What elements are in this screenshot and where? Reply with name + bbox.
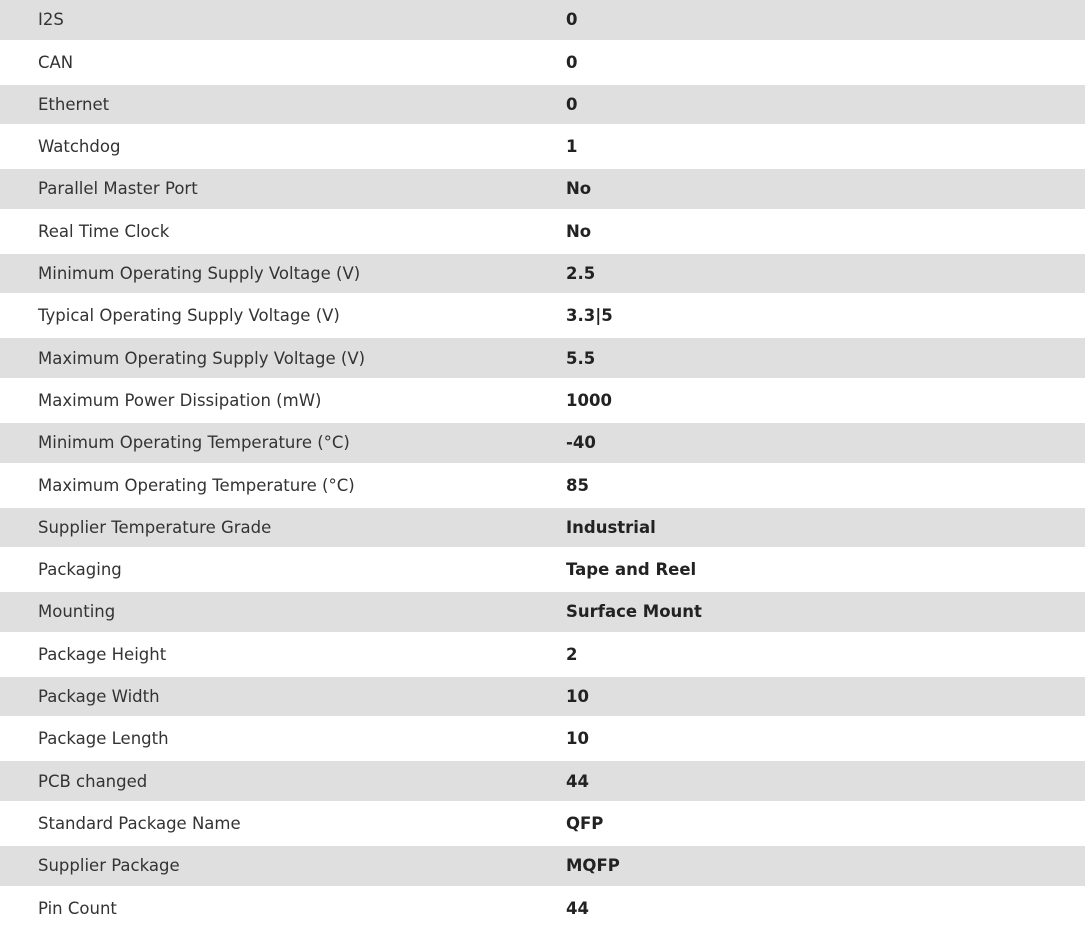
table-row: Minimum Operating Supply Voltage (V) 2.5 bbox=[0, 253, 1085, 294]
spec-value: No bbox=[566, 221, 592, 241]
table-row: Real Time Clock No bbox=[0, 209, 1085, 254]
table-row: Ethernet 0 bbox=[0, 84, 1085, 125]
spec-value: 44 bbox=[566, 898, 589, 918]
spec-label: I2S bbox=[38, 10, 64, 30]
spec-value: MQFP bbox=[566, 856, 620, 876]
spec-value: Surface Mount bbox=[566, 602, 702, 622]
spec-label: Packaging bbox=[38, 560, 122, 580]
spec-label: Supplier Temperature Grade bbox=[38, 517, 272, 537]
spec-label: Package Height bbox=[38, 644, 167, 664]
spec-label: Pin Count bbox=[38, 898, 117, 918]
spec-label: Real Time Clock bbox=[38, 221, 170, 241]
spec-value: 3.3|5 bbox=[566, 306, 613, 326]
spec-label: Minimum Operating Temperature (°C) bbox=[38, 433, 350, 453]
spec-label: Package Length bbox=[38, 729, 169, 749]
table-row: Supplier Package MQFP bbox=[0, 845, 1085, 886]
spec-label: Parallel Master Port bbox=[38, 179, 198, 199]
spec-value: 10 bbox=[566, 687, 589, 707]
spec-value: QFP bbox=[566, 813, 604, 833]
spec-label: Minimum Operating Supply Voltage (V) bbox=[38, 264, 361, 284]
table-row: Mounting Surface Mount bbox=[0, 592, 1085, 632]
table-row: Package Length 10 bbox=[0, 716, 1085, 761]
spec-label: CAN bbox=[38, 52, 74, 72]
spec-label: Watchdog bbox=[38, 137, 121, 157]
spec-value: 10 bbox=[566, 729, 589, 749]
table-row: Pin Count 44 bbox=[0, 886, 1085, 931]
table-row: PCB changed 44 bbox=[0, 761, 1085, 801]
spec-value: Industrial bbox=[566, 517, 656, 537]
spec-value: 44 bbox=[566, 771, 589, 791]
table-row: Parallel Master Port No bbox=[0, 169, 1085, 209]
spec-label: Ethernet bbox=[38, 94, 110, 114]
spec-label: Package Width bbox=[38, 687, 160, 707]
table-row: Package Width 10 bbox=[0, 676, 1085, 717]
spec-label: PCB changed bbox=[38, 771, 148, 791]
table-row: Minimum Operating Temperature (°C) -40 bbox=[0, 422, 1085, 463]
table-row: Supplier Temperature Grade Industrial bbox=[0, 507, 1085, 548]
table-row: Maximum Power Dissipation (mW) 1000 bbox=[0, 378, 1085, 423]
spec-label: Maximum Operating Supply Voltage (V) bbox=[38, 348, 366, 368]
spec-value: 2.5 bbox=[566, 264, 596, 284]
spec-label: Supplier Package bbox=[38, 856, 180, 876]
spec-value: -40 bbox=[566, 433, 596, 453]
table-row: CAN 0 bbox=[0, 40, 1085, 85]
table-row: Maximum Operating Temperature (°C) 85 bbox=[0, 463, 1085, 508]
spec-value: 5.5 bbox=[566, 348, 596, 368]
spec-value: 0 bbox=[566, 52, 578, 72]
spec-label: Typical Operating Supply Voltage (V) bbox=[38, 306, 340, 326]
spec-value: Tape and Reel bbox=[566, 560, 697, 580]
table-row: Maximum Operating Supply Voltage (V) 5.5 bbox=[0, 338, 1085, 378]
spec-value: 0 bbox=[566, 94, 578, 114]
spec-label: Mounting bbox=[38, 602, 116, 622]
spec-value: 85 bbox=[566, 475, 589, 495]
table-row: Watchdog 1 bbox=[0, 124, 1085, 169]
spec-label: Maximum Power Dissipation (mW) bbox=[38, 390, 322, 410]
spec-value: No bbox=[566, 179, 592, 199]
spec-label: Maximum Operating Temperature (°C) bbox=[38, 475, 355, 495]
table-row: Packaging Tape and Reel bbox=[0, 547, 1085, 592]
spec-value: 1 bbox=[566, 137, 578, 157]
table-row: Package Height 2 bbox=[0, 632, 1085, 677]
table-row: Typical Operating Supply Voltage (V) 3.3|… bbox=[0, 293, 1085, 338]
table-row: I2S 0 bbox=[0, 0, 1085, 40]
spec-label: Standard Package Name bbox=[38, 813, 241, 833]
spec-value: 0 bbox=[566, 10, 578, 30]
spec-value: 2 bbox=[566, 644, 578, 664]
table-row: Standard Package Name QFP bbox=[0, 801, 1085, 846]
spec-value: 1000 bbox=[566, 390, 612, 410]
